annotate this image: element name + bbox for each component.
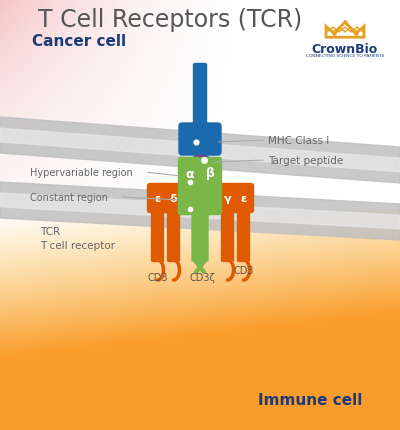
Text: Constant region: Constant region [30, 193, 108, 203]
Ellipse shape [190, 156, 212, 172]
Text: γ: γ [224, 194, 231, 203]
FancyBboxPatch shape [178, 184, 200, 215]
Polygon shape [0, 194, 400, 229]
Text: TCR
T cell receptor: TCR T cell receptor [40, 227, 115, 250]
Text: T Cell Receptors (TCR): T Cell Receptors (TCR) [38, 8, 302, 32]
Polygon shape [0, 129, 400, 172]
Polygon shape [0, 183, 400, 240]
Polygon shape [0, 118, 400, 184]
Text: β: β [206, 167, 215, 180]
FancyBboxPatch shape [200, 124, 221, 156]
FancyBboxPatch shape [222, 211, 234, 262]
Text: Target peptide: Target peptide [268, 156, 343, 166]
Text: CD3: CD3 [147, 272, 168, 283]
Text: ε: ε [154, 194, 161, 203]
Text: δ: δ [170, 194, 177, 203]
Text: Hypervariable region: Hypervariable region [30, 168, 133, 178]
Text: CD3ζ: CD3ζ [189, 272, 215, 283]
FancyBboxPatch shape [194, 64, 206, 137]
FancyBboxPatch shape [179, 124, 200, 156]
FancyBboxPatch shape [192, 212, 200, 261]
FancyBboxPatch shape [200, 212, 208, 261]
Text: MHC Class I: MHC Class I [268, 136, 329, 146]
Text: ε: ε [240, 194, 247, 203]
Text: Immune cell: Immune cell [258, 393, 362, 408]
Text: α: α [185, 167, 194, 180]
Text: CONNECTING SCIENCE TO PATIENTS: CONNECTING SCIENCE TO PATIENTS [306, 53, 384, 58]
Text: CrownBio: CrownBio [312, 43, 378, 55]
FancyBboxPatch shape [218, 184, 238, 213]
FancyBboxPatch shape [148, 184, 168, 213]
FancyBboxPatch shape [178, 158, 200, 188]
FancyBboxPatch shape [238, 211, 250, 262]
FancyBboxPatch shape [152, 211, 164, 262]
FancyBboxPatch shape [164, 184, 184, 213]
FancyBboxPatch shape [200, 158, 222, 188]
Text: CD3: CD3 [233, 265, 254, 275]
FancyBboxPatch shape [200, 184, 222, 215]
Text: Cancer cell: Cancer cell [32, 34, 126, 49]
FancyBboxPatch shape [234, 184, 254, 213]
FancyBboxPatch shape [168, 211, 180, 262]
